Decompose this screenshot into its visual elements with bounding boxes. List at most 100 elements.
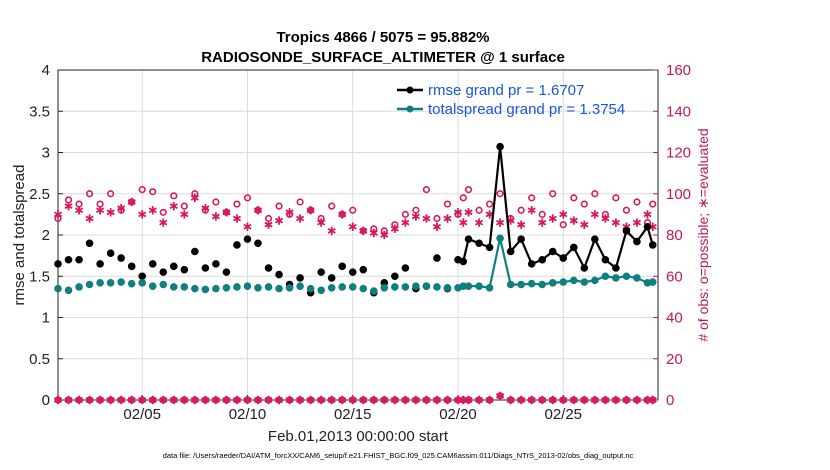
legend-spread-label: totalspread grand pr = 1.3754 [428, 101, 625, 118]
obs-evaluated-stroke [432, 397, 442, 403]
obs-possible-point [243, 194, 252, 202]
obs-evaluated-stroke [106, 397, 115, 403]
obs-evaluated-stroke [496, 219, 505, 226]
rmse-point [327, 274, 336, 282]
obs-evaluated-bottom-point [506, 395, 515, 405]
obs-evaluated-bottom-point [285, 395, 294, 405]
y-tick-label: 2.5 [29, 186, 50, 203]
obs-evaluated-stroke [464, 397, 473, 403]
rmse-point [54, 260, 62, 268]
obs-possible-point [485, 200, 494, 208]
obs-evaluated-stroke [117, 397, 126, 403]
obs-possible-point [149, 188, 157, 196]
obs-evaluated-bottom-point [274, 395, 284, 405]
obs-evaluated-stroke [64, 397, 73, 403]
totalspread-point [548, 279, 557, 287]
obs-evaluated-point [127, 197, 136, 207]
obs-possible-point [85, 190, 94, 198]
obs-evaluated-bottom-point [306, 395, 315, 405]
obs-possible-point [107, 190, 115, 198]
totalspread-point [254, 284, 262, 292]
obs-evaluated-bottom-point [380, 395, 389, 405]
obs-evaluated-point [359, 226, 368, 236]
obs-evaluated-bottom-point [222, 395, 231, 405]
totalspread-point [243, 282, 252, 290]
obs-possible-point [422, 186, 431, 194]
obs-evaluated-stroke [306, 397, 315, 403]
rmse-point [401, 264, 410, 272]
obs-evaluated-point [459, 218, 468, 227]
obs-evaluated-stroke [138, 397, 147, 403]
totalspread-point [475, 282, 483, 290]
y2-tick-label: 160 [666, 62, 691, 79]
obs-evaluated-point [296, 214, 305, 223]
obs-evaluated-stroke [474, 397, 484, 403]
totalspread-point [422, 282, 431, 290]
rmse-point [459, 257, 468, 266]
obs-evaluated-bottom-point [464, 395, 473, 405]
totalspread-point [506, 280, 515, 289]
obs-evaluated-stroke [369, 397, 378, 403]
rmse-point [433, 254, 441, 262]
obs-evaluated-point [527, 206, 536, 215]
obs-evaluated-stroke [211, 213, 220, 220]
obs-evaluated-stroke [411, 397, 420, 403]
obs-evaluated-bottom-point [548, 395, 557, 405]
obs-possible-point [517, 206, 525, 214]
obs-evaluated-point [264, 220, 273, 229]
obs-evaluated-stroke [559, 211, 568, 218]
obs-evaluated-stroke [274, 217, 284, 224]
rmse-point [464, 235, 473, 243]
rmse-point [391, 272, 399, 281]
y-axis-label: rmse and totalspread [11, 165, 28, 306]
rmse-point [517, 235, 525, 243]
obs-evaluated-point [369, 228, 378, 238]
obs-evaluated-bottom-point [496, 391, 505, 401]
rmse-point [475, 239, 483, 248]
obs-evaluated-bottom-point [96, 395, 105, 405]
obs-evaluated-point [559, 210, 568, 219]
rmse-point [506, 247, 515, 256]
obs-evaluated-stroke [264, 221, 273, 228]
obs-evaluated-stroke [506, 397, 515, 403]
obs-evaluated-stroke [201, 205, 210, 212]
obs-evaluated-point [401, 218, 410, 227]
obs-evaluated-stroke [443, 397, 452, 403]
obs-possible-point [570, 194, 578, 202]
obs-evaluated-stroke [74, 397, 84, 403]
totalspread-point [212, 284, 220, 293]
obs-evaluated-point [274, 216, 284, 225]
obs-evaluated-bottom-point [580, 395, 589, 405]
totalspread-point [306, 284, 315, 293]
obs-evaluated-point [548, 214, 557, 223]
legend-rmse-label: rmse grand pr = 1.6707 [428, 82, 584, 99]
rmse-point [127, 262, 136, 271]
rmse-point [296, 274, 304, 282]
obs-evaluated-bottom-point [432, 395, 442, 405]
obs-evaluated-stroke [53, 211, 63, 218]
obs-evaluated-stroke [527, 397, 536, 403]
obs-evaluated-bottom-point [64, 395, 73, 405]
totalspread-point [648, 278, 657, 286]
totalspread-point [127, 279, 136, 288]
totalspread-point [317, 286, 325, 295]
obs-evaluated-stroke [296, 215, 305, 222]
x-tick-label: 02/05 [123, 406, 161, 423]
obs-evaluated-bottom-point [474, 395, 484, 405]
obs-evaluated-point [643, 210, 652, 219]
obs-evaluated-point [327, 226, 336, 236]
totalspread-point [169, 283, 178, 291]
obs-evaluated-point [317, 218, 326, 227]
obs-possible-point [528, 194, 536, 202]
obs-evaluated-stroke [285, 397, 294, 403]
obs-evaluated-point [496, 218, 505, 227]
obs-evaluated-bottom-point [527, 395, 536, 405]
obs-evaluated-stroke [190, 194, 199, 201]
obs-evaluated-bottom-point [201, 395, 210, 405]
obs-evaluated-bottom-point [559, 395, 568, 405]
obs-evaluated-stroke [474, 219, 484, 226]
rmse-point [264, 264, 273, 272]
obs-evaluated-stroke [443, 215, 452, 222]
obs-evaluated-stroke [127, 199, 136, 205]
obs-evaluated-stroke [117, 205, 126, 212]
